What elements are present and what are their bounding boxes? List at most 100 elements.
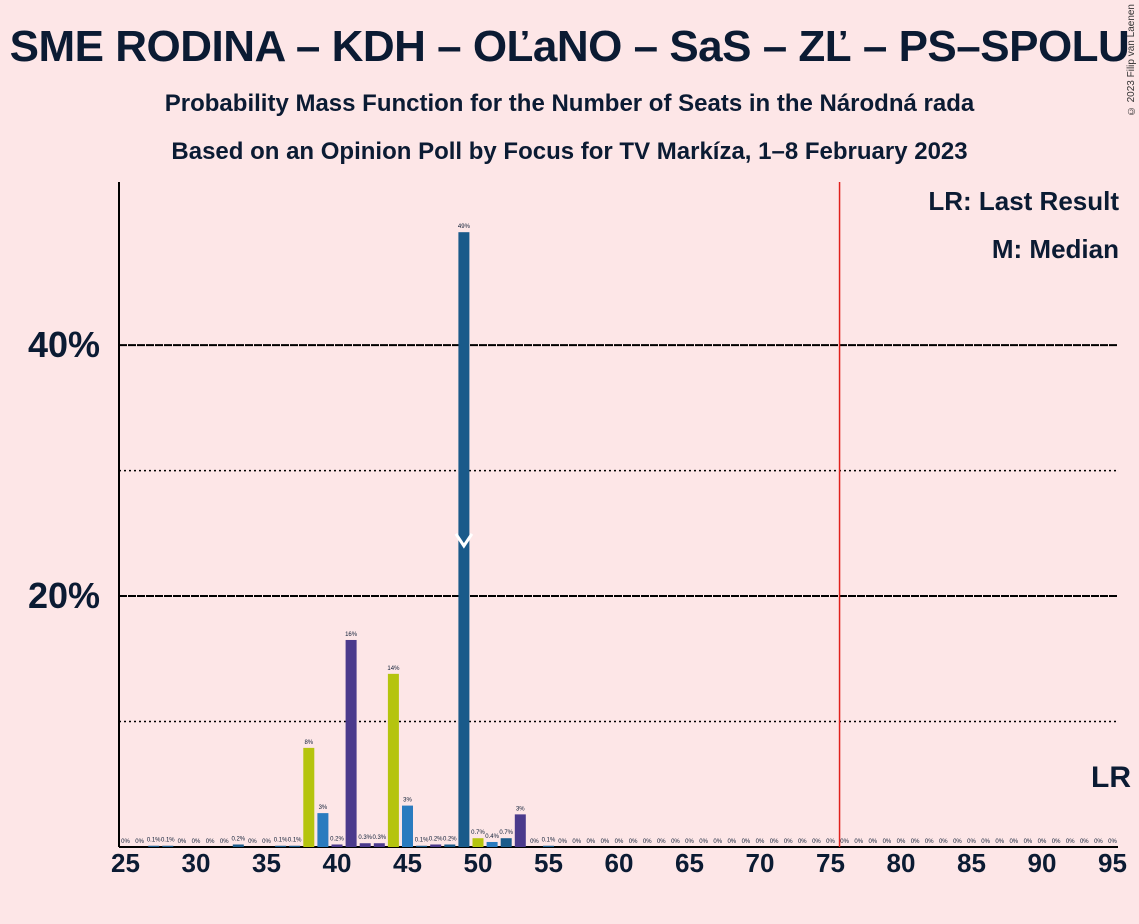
bar-seat-48 [444,844,456,847]
bar-value-label: 0% [1038,839,1047,845]
x-tick-label: 50 [464,848,493,878]
bar-value-label: 0% [178,839,187,845]
bar-seat-27 [148,845,160,847]
bar-value-label: 16% [345,632,358,638]
bar-seat-51 [486,841,498,847]
bar-seat-28 [162,845,174,847]
bar-value-label: 0% [135,839,144,845]
bar-value-label: 0% [1094,839,1103,845]
chart-subtitle: Probability Mass Function for the Number… [164,90,975,117]
bar-value-label: 0% [1052,839,1061,845]
bar-seat-38 [303,747,315,847]
bar-value-label: 0% [572,839,581,845]
bar-seat-53 [514,814,526,847]
x-tick-label: 25 [111,848,140,878]
bar-value-label: 0% [1024,839,1033,845]
bar-value-label: 0% [699,839,708,845]
chart-source-line: Based on an Opinion Poll by Focus for TV… [171,138,968,165]
bar-value-label: 0% [812,839,821,845]
bar-value-label: 0% [742,839,751,845]
bar-value-label: 0% [586,839,595,845]
bar-value-label: 0% [220,839,229,845]
y-tick-label: 20% [28,575,100,616]
x-tick-label: 45 [393,848,422,878]
x-tick-label: 95 [1098,848,1127,878]
bar-value-label: 0.2% [443,836,457,842]
bar-value-label: 0% [995,839,1004,845]
bar-value-label: 0% [1080,839,1089,845]
bar-value-label: 0% [685,839,694,845]
x-tick-label: 60 [605,848,634,878]
x-tick-label: 70 [746,848,775,878]
bar-seat-42 [359,843,371,847]
bar-value-label: 0% [897,839,906,845]
bar-value-label: 0% [756,839,765,845]
bar-seat-33 [232,844,244,847]
bar-value-label: 0% [981,839,990,845]
bar-seat-41 [345,639,357,847]
bar-value-label: 0% [615,839,624,845]
bar-seat-40 [331,844,343,847]
bar-value-label: 0.2% [429,836,443,842]
bar-seat-43 [373,843,385,847]
bar-value-label: 8% [304,740,313,746]
median-marker [454,533,474,549]
bar-seat-45 [402,805,413,847]
bar-seat-46 [416,845,428,847]
bar-value-label: 0% [868,839,877,845]
bar-value-label: 0% [206,839,215,845]
x-tick-label: 40 [323,848,352,878]
bar-value-label: 0.1% [288,838,302,844]
x-tick-label: 55 [534,848,563,878]
bar-value-label: 0% [629,839,638,845]
x-tick-label: 80 [887,848,916,878]
bar-seat-47 [430,844,442,847]
bar-value-label: 3% [319,805,328,811]
bar-value-label: 0.4% [485,834,499,840]
bar-value-label: 0% [967,839,976,845]
legend-last-result: LR: Last Result [928,186,1119,216]
bar-value-label: 0% [643,839,652,845]
bar-value-label: 0.3% [358,835,372,841]
bar-seat-52 [500,838,512,847]
bar-value-label: 0.1% [415,838,429,844]
bar-seat-36 [275,845,287,847]
bar-value-label: 14% [387,666,400,672]
y-tick-label: 40% [28,324,100,365]
x-tick-label: 65 [675,848,704,878]
bar-seat-44 [387,673,399,847]
bar-value-label: 0% [1108,839,1117,845]
bar-value-label: 0% [727,839,736,845]
bar-value-label: 0% [911,839,920,845]
bar-value-label: 0% [558,839,567,845]
bar-value-label: 0% [770,839,779,845]
bar-value-label: 3% [516,806,525,812]
bar-value-label: 0% [121,839,130,845]
bar-value-label: 0% [1009,839,1018,845]
x-tick-label: 85 [957,848,986,878]
bar-value-label: 0% [248,839,257,845]
bar-value-label: 0% [939,839,948,845]
bar-value-label: 0% [784,839,793,845]
x-tick-label: 75 [816,848,845,878]
bar-value-label: 0% [854,839,863,845]
bar-seat-49 [458,232,470,848]
x-tick-label: 90 [1028,848,1057,878]
bar-value-label: 0.3% [372,835,386,841]
bar-seat-39 [317,813,329,847]
legend-median: M: Median [991,234,1119,264]
bar-value-label: 3% [403,798,412,804]
bar-value-label: 49% [458,224,471,230]
bar-seat-37 [289,845,301,847]
bar-seat-55 [543,845,554,847]
last-result-label: LR [1091,761,1131,794]
bar-value-label: 0% [671,839,680,845]
copyright-notice: © 2023 Filip van Laenen [1126,4,1137,117]
bar-value-label: 0.2% [330,836,344,842]
bar-value-label: 0% [826,839,835,845]
bar-value-label: 0.1% [147,838,161,844]
bar-value-label: 0% [530,839,539,845]
bar-value-label: 0.1% [161,838,175,844]
bar-value-label: 0% [1066,839,1075,845]
